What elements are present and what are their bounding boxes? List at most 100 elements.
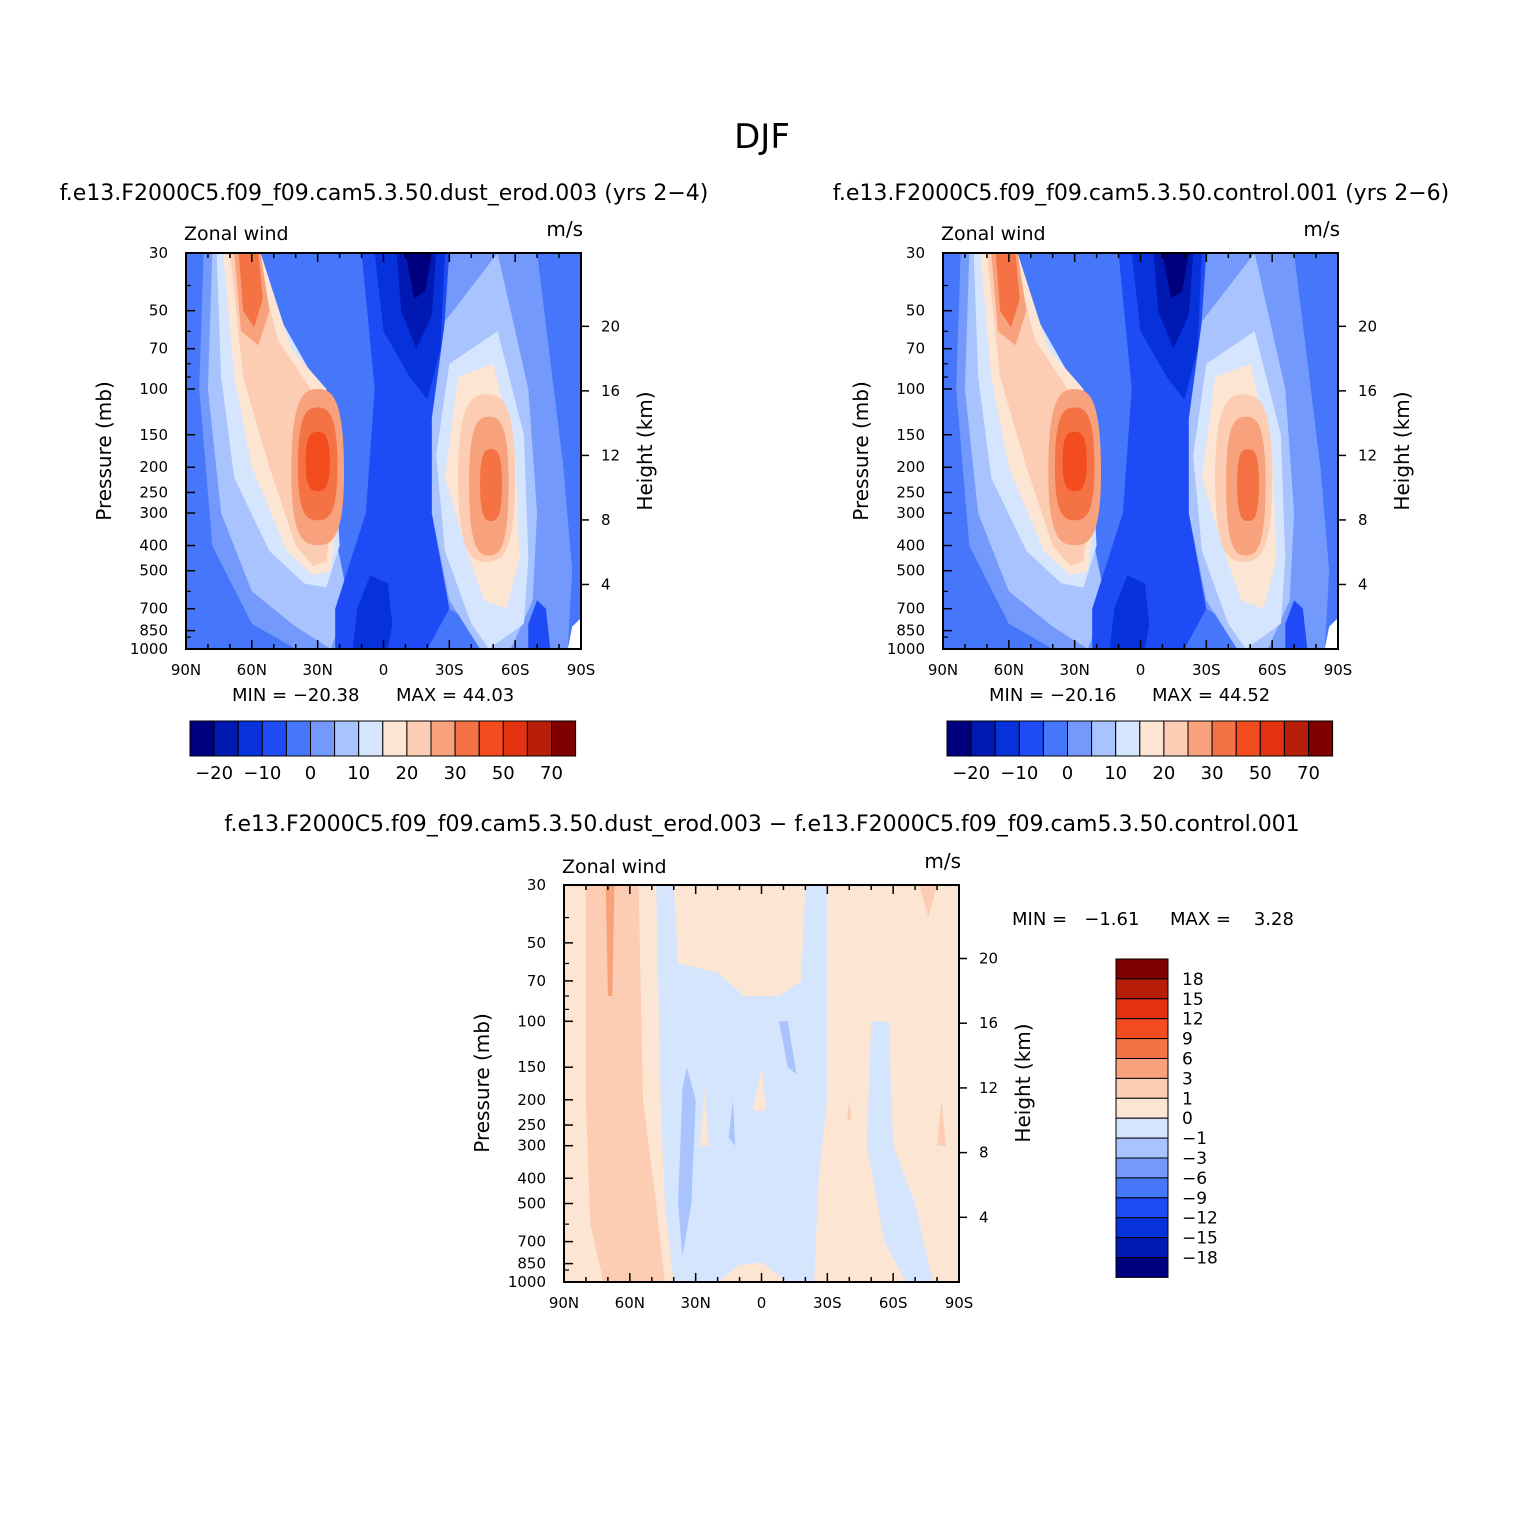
- y-tick-label: 850: [139, 622, 168, 640]
- colorbar-swatch: [406, 720, 432, 757]
- colorbar-swatch: [1259, 720, 1285, 757]
- x-tick-label: 30N: [1060, 661, 1090, 679]
- y-tick-label: 1000: [130, 640, 168, 658]
- tropical-negative: [656, 885, 828, 1282]
- x-tick-label: 60S: [501, 661, 530, 679]
- x-tick-label: 90S: [1324, 661, 1353, 679]
- nh-jet-level-12: [305, 431, 330, 492]
- figure-title: DJF: [734, 117, 790, 157]
- panel-difference: 90N 60N 30N 0 30S 60S 90S305070100150200250300…: [470, 849, 1294, 1312]
- colorbar-swatch: [189, 720, 215, 757]
- colorbar-swatch: [1115, 1157, 1169, 1179]
- tropical-positive-island-b: [700, 1087, 709, 1146]
- nh-positive-level-5: [605, 885, 615, 996]
- colorbar-label: 3: [1182, 1069, 1193, 1089]
- y-tick-label: 150: [517, 1058, 546, 1076]
- sh-polar-mask: [567, 618, 581, 649]
- y2-tick-label: 4: [1358, 575, 1368, 593]
- y-tick-label: 500: [517, 1195, 546, 1213]
- colorbar-label: −6: [1182, 1169, 1207, 1189]
- colorbar-swatch: [1115, 1058, 1169, 1079]
- y-tick-label: 250: [139, 483, 168, 501]
- y2-tick-label: 8: [601, 511, 611, 529]
- x-tick-label: 30N: [681, 1294, 711, 1312]
- x-tick-label: 30S: [813, 1294, 842, 1312]
- y-tick-label: 100: [517, 1012, 546, 1030]
- colorbar-label: 30: [1201, 763, 1224, 784]
- x-tick-label: 60N: [994, 661, 1024, 679]
- nh-polar-level-11: [238, 253, 263, 328]
- colorbar-swatch: [1139, 720, 1165, 757]
- nh-polar-level-11: [995, 253, 1020, 328]
- colorbar-label: 0: [1062, 763, 1073, 784]
- y-tick-label: 1000: [508, 1273, 546, 1291]
- y-tick-label: 250: [896, 483, 925, 501]
- colorbar-label: −9: [1182, 1189, 1207, 1209]
- colorbar-swatch: [430, 720, 456, 757]
- control-units-label: m/s: [1303, 217, 1340, 241]
- colorbar-swatch: [1115, 1038, 1169, 1059]
- colorbar-swatch: [1115, 1077, 1169, 1099]
- colorbar-swatch: [285, 720, 311, 757]
- y-tick-label: 400: [517, 1169, 546, 1187]
- colorbar-swatch: [1235, 720, 1261, 757]
- y-tick-label: 850: [896, 622, 925, 640]
- y2-tick-label: 8: [979, 1144, 989, 1162]
- colorbar-label: 0: [305, 763, 316, 784]
- colorbar-label: 70: [1297, 763, 1320, 784]
- colorbar-swatch: [213, 720, 239, 757]
- colorbar-swatch: [1115, 720, 1141, 757]
- y-tick-label: 50: [149, 302, 168, 320]
- difference-max-label: MAX = 3.28: [1170, 909, 1294, 930]
- colorbar-label: 10: [347, 763, 370, 784]
- x-tick-label: 90N: [928, 661, 958, 679]
- colorbar-label: 9: [1182, 1030, 1193, 1050]
- difference-y-axis-label: Pressure (mb): [470, 1013, 494, 1153]
- nh-jet-level-12: [1062, 431, 1087, 492]
- y-tick-label: 100: [139, 380, 168, 398]
- colorbar-swatch: [1115, 958, 1169, 980]
- colorbar-swatch: [1115, 1257, 1169, 1278]
- colorbar-label: −3: [1182, 1149, 1207, 1169]
- control-colorbar: −20 −10 0 10 20 30 50 70: [946, 720, 1334, 784]
- colorbar-swatch: [994, 720, 1020, 757]
- y-tick-label: 50: [527, 934, 546, 952]
- y-tick-label: 300: [517, 1137, 546, 1155]
- colorbar-swatch: [1042, 720, 1069, 757]
- colorbar-swatch: [1115, 1237, 1169, 1258]
- y2-tick-label: 4: [601, 575, 611, 593]
- control-y2-axis-label: Height (km): [1390, 391, 1414, 510]
- y-tick-label: 300: [896, 504, 925, 522]
- y-tick-label: 70: [906, 340, 925, 358]
- colorbar-swatch: [1115, 1018, 1169, 1040]
- y-tick-label: 70: [527, 972, 546, 990]
- colorbar-swatch: [261, 720, 287, 757]
- y2-tick-label: 16: [601, 382, 620, 400]
- y2-tick-label: 8: [1358, 511, 1368, 529]
- x-tick-label: 30S: [1192, 661, 1221, 679]
- case-units-label: m/s: [546, 217, 583, 241]
- colorbar-swatch: [1018, 720, 1044, 757]
- colorbar-swatch: [1211, 720, 1237, 757]
- x-tick-label: 30N: [303, 661, 333, 679]
- y-tick-label: 400: [139, 537, 168, 555]
- case-variable-label: Zonal wind: [184, 223, 289, 245]
- colorbar-swatch: [1115, 978, 1169, 1000]
- difference-variable-label: Zonal wind: [562, 856, 667, 878]
- y-tick-label: 200: [517, 1091, 546, 1109]
- colorbar-swatch: [526, 720, 553, 757]
- y2-tick-label: 20: [1358, 317, 1377, 335]
- x-tick-label: 0: [757, 1294, 767, 1312]
- y-tick-label: 150: [896, 426, 925, 444]
- colorbar-swatch: [1115, 1137, 1169, 1159]
- colorbar-swatch: [1163, 720, 1189, 757]
- y2-tick-label: 12: [601, 446, 620, 464]
- colorbar-swatch: [1115, 1097, 1169, 1119]
- y-tick-label: 700: [896, 600, 925, 618]
- control-axis-ticks: 90N 60N 30N 0 30S 60S 90S 30 50 70 100 150 200 250 300…: [887, 244, 1377, 679]
- case-colorbar: −20 −10 0 10 20 30 50 70: [189, 720, 577, 784]
- sh-positive-spot: [919, 885, 938, 918]
- colorbar-swatch: [1067, 720, 1093, 757]
- difference-min-label: MIN = −1.61: [1012, 909, 1139, 930]
